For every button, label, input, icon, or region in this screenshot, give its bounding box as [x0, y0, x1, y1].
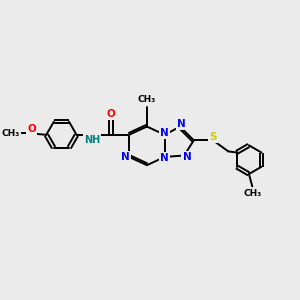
- Text: CH₃: CH₃: [2, 129, 20, 138]
- Text: CH₃: CH₃: [138, 95, 156, 104]
- Text: O: O: [107, 109, 116, 118]
- Text: N: N: [160, 128, 169, 139]
- Text: S: S: [209, 132, 217, 142]
- Text: CH₃: CH₃: [243, 189, 261, 198]
- Text: N: N: [121, 152, 130, 162]
- Text: NH: NH: [84, 135, 100, 145]
- Text: N: N: [177, 119, 186, 129]
- Text: N: N: [182, 152, 191, 162]
- Text: N: N: [160, 153, 169, 163]
- Text: O: O: [28, 124, 36, 134]
